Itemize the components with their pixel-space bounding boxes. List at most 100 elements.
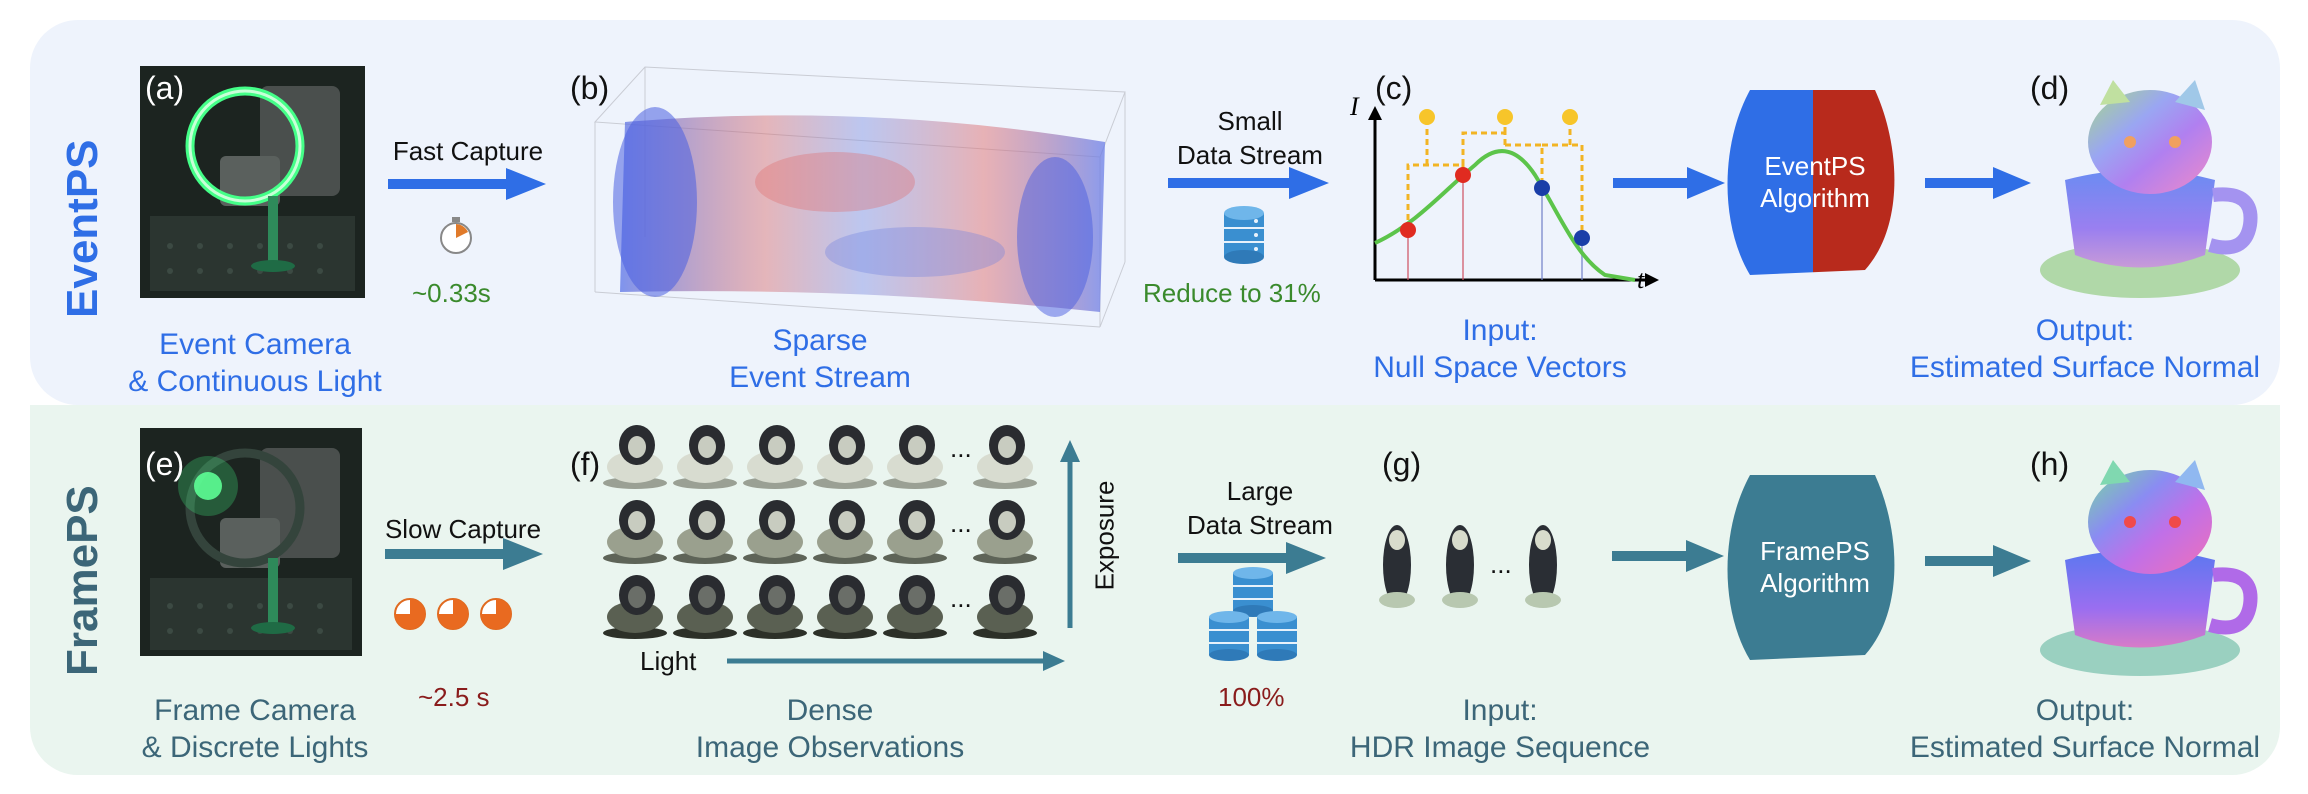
light-axis-label: Light [640,646,697,676]
surface-normal-output-bottom [2040,460,2258,676]
small-data-stream-label: Small Data Stream [1160,104,1340,172]
database-stack-icon [1209,567,1297,661]
eventps-algorithm-label: EventPS Algorithm [1735,150,1895,214]
fast-capture-label: Fast Capture [392,136,544,166]
panel-letter-c: (c) [1375,70,1413,106]
reduce-label: Reduce to 31% [1143,278,1321,308]
event-camera-photo [140,66,365,298]
image-observation-grid: ......... [603,425,1037,639]
observation-thumbnail [813,575,877,639]
observation-thumbnail [603,500,667,564]
observation-thumbnail [883,425,947,489]
frameps-algorithm-shape [1727,475,1895,660]
observation-thumbnail [883,575,947,639]
capture-time-top: ~0.33s [412,278,491,308]
to-output-top-arrow [1925,167,2031,199]
caption-line: Image Observations [695,731,965,764]
event-stream-volume [593,66,1126,328]
caption-line: Input: [1462,694,1538,727]
label-line: Algorithm [1760,568,1870,598]
to-output-bottom-arrow [1925,545,2031,577]
grid-ellipsis: ... [950,583,972,613]
hdr-image-sequence: ... [1379,525,1561,608]
observation-thumbnail [743,425,807,489]
panel-letter-e: (e) [145,446,185,482]
eventps-row-label: EventPS [58,139,107,318]
panel-letter-f: (f) [570,446,601,482]
observation-thumbnail [743,500,807,564]
fast-capture-arrow [388,168,546,200]
event-camera-caption: Event Camera & Continuous Light [100,326,410,400]
stopwatch-icon [440,217,472,254]
panel-letter-h: (h) [2030,446,2070,482]
output-caption-bottom: Output: Estimated Surface Normal [1895,692,2275,766]
slow-capture-label: Slow Capture [384,514,542,544]
caption-line: Dense [786,694,874,727]
small-data-stream-arrow [1168,167,1329,199]
to-frameps-arrow [1612,540,1724,572]
caption-line: Sparse [772,324,868,357]
observation-thumbnail [673,575,737,639]
to-eventps-arrow [1613,167,1725,199]
caption-line: Event Camera [159,328,351,361]
observation-thumbnail [973,425,1037,489]
grid-ellipsis: ... [950,433,972,463]
frameps-algorithm-label: FramePS Algorithm [1735,535,1895,599]
capture-time-bottom: ~2.5 s [418,682,490,712]
light-axis-arrow [727,651,1065,671]
label-line: Algorithm [1760,183,1870,213]
panel-letter-g: (g) [1382,446,1422,482]
observation-thumbnail [813,425,877,489]
frame-camera-photo [140,428,362,656]
observation-thumbnail [883,500,947,564]
large-data-stream-label: Large Data Stream [1170,474,1350,542]
label-line: Data Stream [1177,140,1323,170]
observation-thumbnail [973,500,1037,564]
observation-thumbnail [973,575,1037,639]
frameps-row-label: FramePS [58,485,107,676]
observation-thumbnail [603,575,667,639]
null-space-plot: I t [1349,92,1659,294]
caption-line: & Continuous Light [128,365,382,398]
large-data-stream-arrow [1178,542,1326,574]
caption-line: Event Stream [729,361,911,394]
database-icon [1224,206,1264,264]
event-stream-caption: Sparse Event Stream [700,322,940,396]
data-amount-label: 100% [1218,682,1285,712]
image-observations-caption: Dense Image Observations [660,692,1000,766]
label-line: FramePS [1760,536,1870,566]
caption-line: Estimated Surface Normal [1909,351,2261,384]
hdr-caption: Input: HDR Image Sequence [1335,692,1665,766]
panel-letter-a: (a) [145,70,185,106]
panel-letter-b: (b) [570,70,610,106]
exposure-axis-arrow [1060,440,1080,628]
observation-thumbnail [673,500,737,564]
caption-line: Estimated Surface Normal [1909,731,2261,764]
hdr-ellipsis: ... [1490,549,1512,579]
observation-thumbnail [813,500,877,564]
slow-capture-arrow [385,538,543,570]
label-line: EventPS [1764,151,1866,181]
caption-line: Output: [2035,694,2135,727]
surface-normal-output-top [2040,80,2258,298]
plot-y-axis-label: I [1349,92,1360,121]
eventps-algorithm-shape [1727,90,1895,275]
plot-x-axis-label: t [1637,265,1645,294]
label-line: Small [1217,106,1283,136]
label-line: Large [1226,476,1294,506]
caption-line: Input: [1462,314,1538,347]
observation-thumbnail [603,425,667,489]
null-space-caption: Input: Null Space Vectors [1355,312,1645,386]
exposure-axis-label: Exposure [1089,480,1120,591]
eventps-panel [30,20,2280,405]
grid-ellipsis: ... [950,508,972,538]
caption-line: & Discrete Lights [141,731,369,764]
caption-line: Frame Camera [154,694,356,727]
caption-line: Null Space Vectors [1373,351,1627,384]
observation-thumbnail [673,425,737,489]
frame-camera-caption: Frame Camera & Discrete Lights [100,692,410,766]
caption-line: Output: [2035,314,2135,347]
panel-letter-d: (d) [2030,70,2070,106]
stopwatch-icons [394,598,512,630]
caption-line: HDR Image Sequence [1349,731,1651,764]
